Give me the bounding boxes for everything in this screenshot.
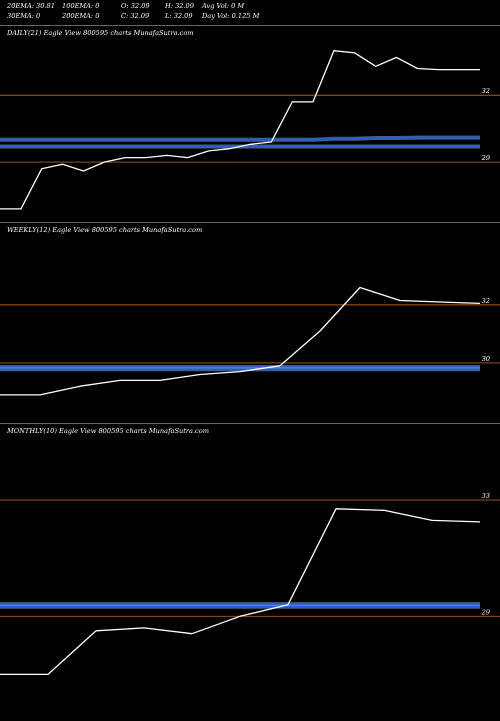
daily-ema-line-1: [0, 136, 480, 141]
weekly-y-tick-32: 32: [482, 297, 490, 305]
daily-chart: 29 32: [0, 50, 500, 210]
weekly-chart: 30 32: [0, 286, 500, 396]
monthly-chart-panel: MONTHLY(10) Eagle View 800595 charts Mun…: [0, 423, 500, 721]
ema30-readout: 30EMA: 0: [7, 12, 41, 20]
daily-y-tick-32: 32: [482, 87, 490, 95]
weekly-y-tick-30: 30: [482, 355, 490, 363]
monthly-y-tick-33: 33: [482, 492, 490, 500]
low-readout: L: 32.09: [165, 12, 193, 20]
ema20-readout: 20EMA: 30.81: [7, 2, 55, 10]
ema200-readout: 200EMA: 0: [62, 12, 100, 20]
open-readout: O: 32.09: [121, 2, 150, 10]
close-readout: C: 32.09: [121, 12, 150, 20]
ema100-readout: 100EMA: 0: [62, 2, 100, 10]
weekly-price-line: [0, 286, 481, 396]
daily-chart-title: DAILY(21) Eagle View 800595 charts Munaf…: [7, 29, 194, 37]
avg-vol-readout: Avg Vol: 0 M: [202, 2, 245, 10]
indicator-header: 20EMA: 30.81 100EMA: 0 O: 32.09 H: 32.09…: [0, 0, 500, 24]
monthly-y-tick-29: 29: [481, 608, 490, 616]
day-vol-readout: Day Vol: 0.125 M: [202, 12, 260, 20]
daily-price-line: [0, 50, 480, 210]
daily-chart-panel: DAILY(21) Eagle View 800595 charts Munaf…: [0, 25, 500, 223]
monthly-chart-title: MONTHLY(10) Eagle View 800595 charts Mun…: [7, 427, 209, 435]
weekly-chart-title: WEEKLY(12) Eagle View 800595 charts Muna…: [7, 226, 203, 234]
monthly-price-line: [0, 508, 481, 676]
monthly-chart: 29 33: [0, 492, 500, 676]
weekly-chart-panel: WEEKLY(12) Eagle View 800595 charts Muna…: [0, 222, 500, 424]
high-readout: H: 32.09: [165, 2, 194, 10]
daily-y-tick-29: 29: [481, 154, 490, 162]
